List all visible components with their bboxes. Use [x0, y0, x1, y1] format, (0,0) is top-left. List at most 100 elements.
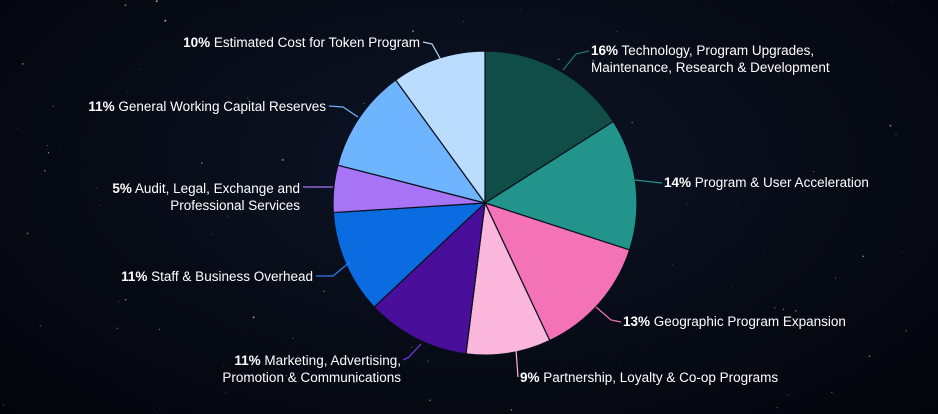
slice-labels: 16% Technology, Program Upgrades, Mainten…: [88, 35, 868, 385]
star: [158, 328, 161, 331]
star: [157, 15, 159, 16]
slice-category: Audit, Legal, Exchange and: [132, 181, 300, 196]
leader-line-2: [634, 179, 663, 184]
star: [763, 253, 765, 255]
slice-label-line: 11% General Working Capital Reserves: [88, 99, 326, 114]
pie-slice-5: [373, 201, 486, 355]
star: [59, 146, 61, 148]
star: [258, 145, 260, 147]
pie-slice-2: [483, 120, 638, 251]
slice-label-line: 11% Marketing, Advertising,: [234, 353, 401, 368]
star: [787, 394, 789, 396]
star: [39, 324, 42, 328]
slice-label-2: 14% Program & User Acceleration: [664, 175, 869, 190]
star: [889, 124, 892, 127]
leader-line-4: [515, 349, 519, 378]
star: [95, 186, 98, 189]
star: [225, 392, 227, 394]
star: [307, 211, 308, 212]
slice-label-3: 13% Geographic Program Expansion: [623, 314, 846, 329]
star: [831, 391, 833, 394]
leader-lines: [303, 41, 663, 378]
star: [258, 242, 260, 243]
star: [126, 92, 129, 94]
star: [281, 158, 284, 161]
slice-category: Technology, Program Upgrades,: [618, 43, 814, 58]
star: [752, 170, 754, 171]
star: [782, 308, 785, 311]
slice-label-8: 11% General Working Capital Reserves: [88, 99, 326, 114]
star: [778, 73, 780, 75]
star: [124, 4, 127, 7]
star: [0, 201, 1, 203]
star: [495, 390, 496, 391]
star: [112, 182, 115, 185]
star: [901, 251, 903, 253]
star: [285, 375, 288, 377]
slice-label-line: 9% Partnership, Loyalty & Co-op Programs: [520, 370, 778, 385]
star: [890, 0, 892, 2]
star: [99, 204, 102, 207]
star: [813, 170, 815, 173]
slice-label-5: 11% Marketing, Advertising, Promotion & C…: [222, 353, 401, 385]
star: [187, 218, 189, 219]
star: [22, 63, 24, 65]
star: [237, 196, 239, 197]
star: [741, 56, 742, 57]
slice-label-line: Professional Services: [170, 198, 300, 213]
star: [353, 381, 356, 383]
star: [519, 9, 521, 11]
slice-label-line: Maintenance, Research & Development: [591, 60, 830, 75]
slice-label-line: 14% Program & User Acceleration: [664, 175, 869, 190]
star: [211, 233, 214, 235]
star: [116, 327, 119, 330]
slice-label-line: 10% Estimated Cost for Token Program: [183, 35, 420, 50]
star: [292, 337, 294, 339]
slice-category: General Working Capital Reserves: [115, 99, 327, 114]
pie-slice-1: [484, 50, 615, 205]
leader-line-5: [402, 343, 422, 361]
pie-slice-4: [465, 200, 551, 356]
star: [462, 21, 464, 22]
star: [318, 42, 320, 45]
star: [862, 255, 865, 258]
slice-percent: 13%: [623, 314, 650, 329]
star: [47, 145, 49, 147]
star: [672, 264, 673, 266]
slice-label-line: 11% Staff & Business Overhead: [121, 269, 313, 284]
star: [138, 68, 140, 70]
star: [584, 35, 586, 37]
star: [660, 5, 662, 7]
star: [592, 59, 595, 62]
star: [832, 142, 834, 144]
slice-percent: 9%: [520, 370, 540, 385]
star: [76, 59, 77, 60]
star: [43, 169, 46, 172]
slice-label-line: Promotion & Communications: [222, 370, 401, 385]
star: [105, 135, 106, 137]
leader-line-9: [422, 41, 442, 61]
pie-slice-6: [332, 202, 487, 308]
star: [905, 329, 908, 332]
star: [429, 399, 431, 402]
slice-category: Partnership, Loyalty & Co-op Programs: [540, 370, 779, 385]
slice-label-line: 5% Audit, Legal, Exchange and: [112, 181, 300, 196]
star: [355, 36, 358, 39]
pie-slices: [332, 50, 638, 356]
leader-line-8: [328, 105, 359, 118]
star: [557, 58, 560, 61]
star: [363, 102, 365, 104]
star: [907, 369, 909, 371]
star: [795, 310, 797, 312]
star: [2, 404, 5, 406]
star: [631, 121, 634, 124]
star: [774, 307, 776, 309]
star: [309, 11, 311, 12]
star: [17, 127, 19, 130]
star: [329, 144, 331, 146]
star: [510, 409, 513, 411]
slice-percent: 11%: [234, 353, 260, 368]
star: [72, 364, 73, 366]
star: [618, 359, 620, 361]
slice-category: Estimated Cost for Token Program: [210, 35, 420, 50]
